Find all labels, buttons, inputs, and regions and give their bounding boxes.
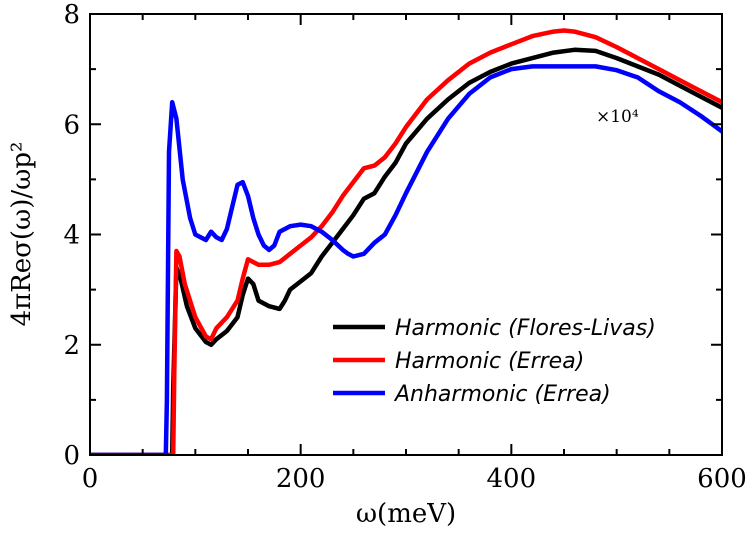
y-tick-label: 8 xyxy=(63,0,80,30)
x-tick-label: 600 xyxy=(697,464,747,494)
series-line-1 xyxy=(90,28,722,455)
scale-annotation: ×10⁴ xyxy=(596,107,639,127)
ticks-layer: 0 200 400 600 0 2 4 6 8 xyxy=(63,0,746,494)
x-tick-label: 0 xyxy=(82,464,99,494)
y-tick-label: 6 xyxy=(63,110,80,140)
series-line-0 xyxy=(90,47,722,455)
legend-label: Harmonic (Flores-Livas) xyxy=(395,316,656,341)
x-tick-label: 400 xyxy=(487,464,537,494)
series-layer xyxy=(90,28,722,455)
legend: Harmonic (Flores-Livas) Harmonic (Errea) A… xyxy=(333,316,656,407)
legend-label: Anharmonic (Errea) xyxy=(393,382,611,407)
y-tick-label: 4 xyxy=(63,221,80,251)
y-tick-label: 0 xyxy=(63,441,80,471)
x-tick-label: 200 xyxy=(276,464,326,494)
legend-label: Harmonic (Errea) xyxy=(395,349,584,374)
y-tick-label: 2 xyxy=(63,331,80,361)
series-line-2 xyxy=(90,64,722,455)
x-axis-label: ω(meV) xyxy=(356,499,456,529)
y-axis-label: 4πReσ(ω)/ωp² xyxy=(7,142,37,327)
